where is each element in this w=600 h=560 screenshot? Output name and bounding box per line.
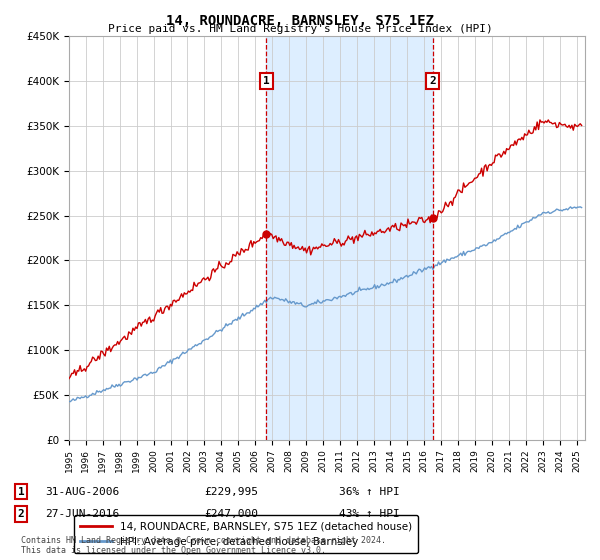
Text: £247,000: £247,000 xyxy=(204,509,258,519)
Legend: 14, ROUNDACRE, BARNSLEY, S75 1EZ (detached house), HPI: Average price, detached : 14, ROUNDACRE, BARNSLEY, S75 1EZ (detach… xyxy=(74,515,418,553)
Text: Contains HM Land Registry data © Crown copyright and database right 2024.
This d: Contains HM Land Registry data © Crown c… xyxy=(21,536,386,556)
Text: 1: 1 xyxy=(17,487,25,497)
Bar xyxy=(266,36,433,440)
Text: 14, ROUNDACRE, BARNSLEY, S75 1EZ: 14, ROUNDACRE, BARNSLEY, S75 1EZ xyxy=(166,14,434,28)
Text: 27-JUN-2016: 27-JUN-2016 xyxy=(45,509,119,519)
Text: 2: 2 xyxy=(17,509,25,519)
Text: 31-AUG-2006: 31-AUG-2006 xyxy=(45,487,119,497)
Text: 43% ↑ HPI: 43% ↑ HPI xyxy=(339,509,400,519)
Text: 1: 1 xyxy=(263,76,270,86)
Text: 36% ↑ HPI: 36% ↑ HPI xyxy=(339,487,400,497)
Text: 2: 2 xyxy=(429,76,436,86)
Text: £229,995: £229,995 xyxy=(204,487,258,497)
Text: Price paid vs. HM Land Registry's House Price Index (HPI): Price paid vs. HM Land Registry's House … xyxy=(107,24,493,34)
